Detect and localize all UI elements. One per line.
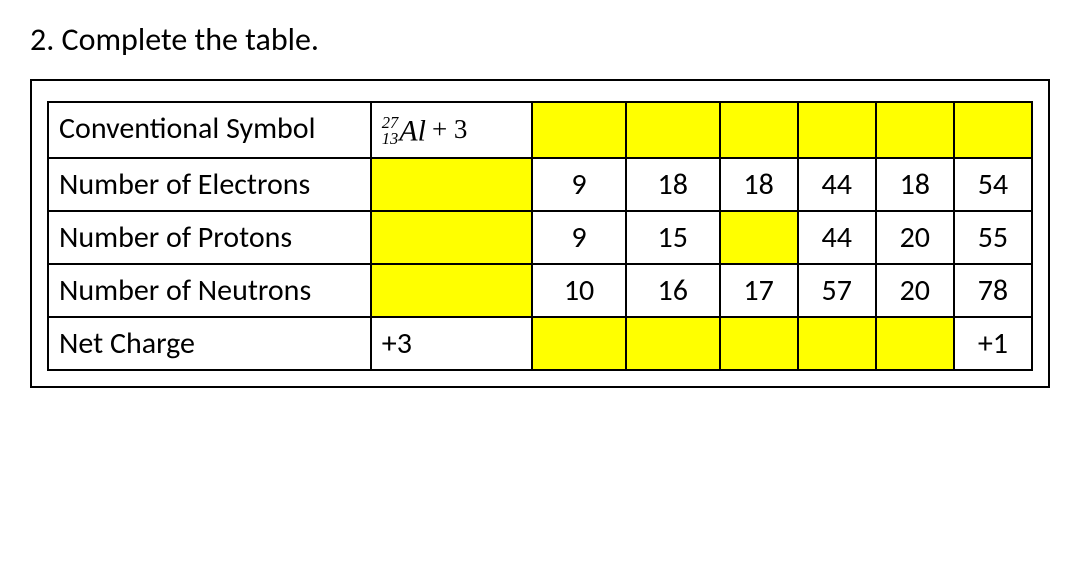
cell-charge-0: +3 bbox=[371, 317, 532, 370]
cell-symbol-3 bbox=[720, 102, 798, 158]
question-title: 2. Complete the table. bbox=[30, 20, 1050, 59]
cell-charge-3 bbox=[720, 317, 798, 370]
element-symbol: Al bbox=[399, 115, 426, 148]
isotope-table: Conventional Symbol 27 13 Al+ 3 Number o… bbox=[47, 101, 1033, 371]
cell-electrons-1: 9 bbox=[532, 158, 626, 211]
cell-neutrons-0 bbox=[371, 264, 532, 317]
cell-neutrons-5: 20 bbox=[876, 264, 954, 317]
cell-neutrons-1: 10 bbox=[532, 264, 626, 317]
cell-protons-3 bbox=[720, 211, 798, 264]
label-electrons: Number of Electrons bbox=[48, 158, 371, 211]
cell-charge-4 bbox=[798, 317, 876, 370]
row-electrons: Number of Electrons 9 18 18 44 18 54 bbox=[48, 158, 1032, 211]
row-neutrons: Number of Neutrons 10 16 17 57 20 78 bbox=[48, 264, 1032, 317]
cell-charge-5 bbox=[876, 317, 954, 370]
row-symbol: Conventional Symbol 27 13 Al+ 3 bbox=[48, 102, 1032, 158]
cell-electrons-6: 54 bbox=[954, 158, 1032, 211]
cell-electrons-3: 18 bbox=[720, 158, 798, 211]
label-symbol: Conventional Symbol bbox=[48, 102, 371, 158]
row-protons: Number of Protons 9 15 44 20 55 bbox=[48, 211, 1032, 264]
label-neutrons: Number of Neutrons bbox=[48, 264, 371, 317]
cell-protons-2: 15 bbox=[626, 211, 720, 264]
cell-symbol-4 bbox=[798, 102, 876, 158]
cell-protons-1: 9 bbox=[532, 211, 626, 264]
cell-charge-2 bbox=[626, 317, 720, 370]
label-protons: Number of Protons bbox=[48, 211, 371, 264]
cell-protons-5: 20 bbox=[876, 211, 954, 264]
cell-charge-6: +1 bbox=[954, 317, 1032, 370]
cell-neutrons-2: 16 bbox=[626, 264, 720, 317]
table-container: Conventional Symbol 27 13 Al+ 3 Number o… bbox=[30, 79, 1050, 388]
question-text: Complete the table. bbox=[62, 20, 319, 59]
cell-protons-4: 44 bbox=[798, 211, 876, 264]
cell-neutrons-4: 57 bbox=[798, 264, 876, 317]
atomic-number: 13 bbox=[382, 131, 399, 148]
question-number: 2. bbox=[30, 20, 54, 59]
cell-electrons-5: 18 bbox=[876, 158, 954, 211]
cell-neutrons-6: 78 bbox=[954, 264, 1032, 317]
cell-symbol-5 bbox=[876, 102, 954, 158]
isotope-notation: 27 13 Al+ 3 bbox=[382, 112, 468, 145]
cell-symbol-0: 27 13 Al+ 3 bbox=[371, 102, 532, 158]
cell-electrons-4: 44 bbox=[798, 158, 876, 211]
cell-charge-1 bbox=[532, 317, 626, 370]
cell-protons-0 bbox=[371, 211, 532, 264]
cell-protons-6: 55 bbox=[954, 211, 1032, 264]
cell-symbol-2 bbox=[626, 102, 720, 158]
cell-symbol-6 bbox=[954, 102, 1032, 158]
cell-neutrons-3: 17 bbox=[720, 264, 798, 317]
isotope-prescripts: 27 13 bbox=[382, 115, 399, 148]
cell-electrons-0 bbox=[371, 158, 532, 211]
row-charge: Net Charge +3 +1 bbox=[48, 317, 1032, 370]
cell-symbol-1 bbox=[532, 102, 626, 158]
cell-electrons-2: 18 bbox=[626, 158, 720, 211]
label-charge: Net Charge bbox=[48, 317, 371, 370]
isotope-charge: + 3 bbox=[432, 114, 467, 144]
